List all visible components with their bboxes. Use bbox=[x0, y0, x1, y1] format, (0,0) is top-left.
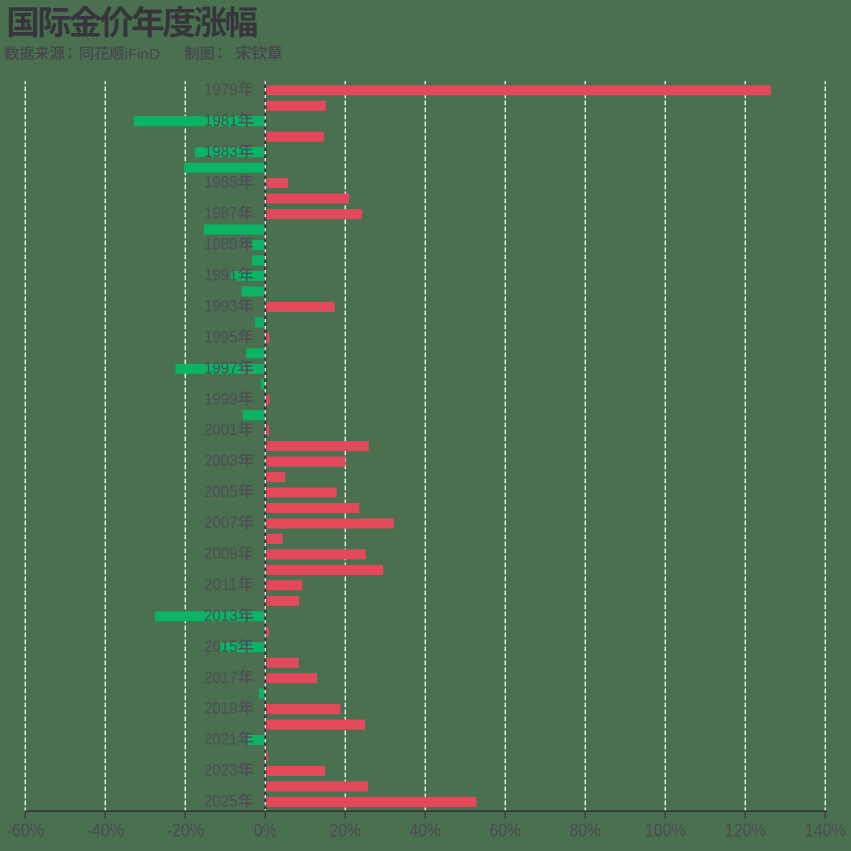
svg-text:80%: 80% bbox=[569, 820, 601, 840]
svg-text:20%: 20% bbox=[329, 820, 361, 840]
svg-text:60%: 60% bbox=[489, 820, 521, 840]
svg-text:1989: 1989 bbox=[204, 236, 238, 254]
svg-text:2005: 2005 bbox=[204, 483, 238, 501]
svg-text:-60%: -60% bbox=[6, 820, 44, 840]
svg-text:1979: 1979 bbox=[204, 81, 238, 99]
svg-text:2013: 2013 bbox=[204, 607, 238, 625]
svg-text:1987: 1987 bbox=[204, 205, 238, 223]
svg-text:1991: 1991 bbox=[204, 267, 238, 285]
svg-text:2007: 2007 bbox=[204, 514, 238, 532]
svg-text:1995: 1995 bbox=[204, 328, 238, 346]
svg-text:2011: 2011 bbox=[204, 576, 238, 594]
svg-text:2017: 2017 bbox=[204, 669, 238, 687]
svg-text:-20%: -20% bbox=[166, 820, 204, 840]
svg-text:1983: 1983 bbox=[204, 143, 238, 161]
svg-text:2001: 2001 bbox=[204, 421, 238, 439]
svg-text:2015: 2015 bbox=[204, 638, 238, 656]
svg-text:40%: 40% bbox=[409, 820, 441, 840]
svg-text:2019: 2019 bbox=[204, 700, 238, 718]
svg-text:100%: 100% bbox=[645, 820, 686, 840]
svg-text:2023: 2023 bbox=[204, 762, 238, 780]
svg-text:2021: 2021 bbox=[204, 731, 238, 749]
svg-text:2009: 2009 bbox=[204, 545, 238, 563]
svg-text:1993: 1993 bbox=[204, 298, 238, 316]
svg-text:0%: 0% bbox=[254, 820, 277, 840]
svg-text:1999: 1999 bbox=[204, 390, 238, 408]
svg-text:1997: 1997 bbox=[204, 359, 238, 377]
svg-text:-40%: -40% bbox=[86, 820, 124, 840]
svg-text:iFinD: iFinD bbox=[125, 46, 160, 63]
svg-text:120%: 120% bbox=[725, 820, 766, 840]
svg-text:1981: 1981 bbox=[204, 112, 238, 130]
svg-text:1985: 1985 bbox=[204, 174, 238, 192]
svg-text:2025: 2025 bbox=[204, 793, 238, 811]
svg-text:2003: 2003 bbox=[204, 452, 238, 470]
svg-text:140%: 140% bbox=[805, 820, 846, 840]
